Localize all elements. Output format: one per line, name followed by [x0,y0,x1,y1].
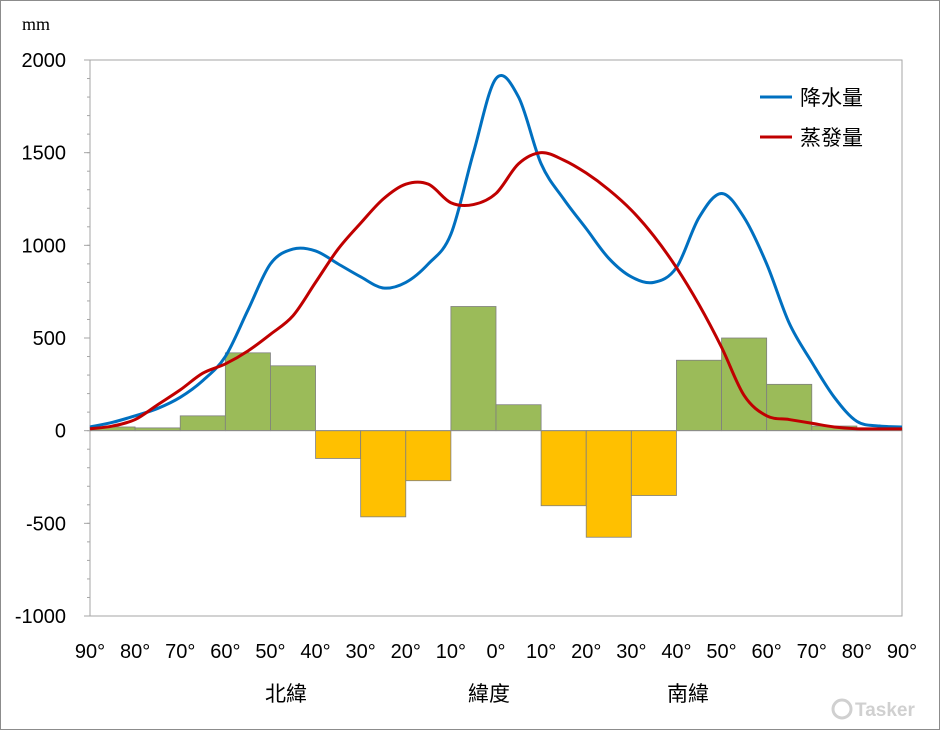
x-tick-label: 40° [661,641,691,663]
x-tick-label: 20° [391,641,421,663]
x-tick-label: 70° [797,641,827,663]
bar-n5 [450,306,497,432]
x-tick-label: 60° [752,641,782,663]
y-tick-label: 0 [55,421,66,443]
watermark-logo-icon [831,698,853,720]
x-tick-label: 10° [526,641,556,663]
y-tick-label: 2000 [22,50,67,72]
x-tick-label: 60° [210,641,240,663]
y-tick-label: -1000 [15,606,66,628]
bar-s55 [721,337,768,432]
x-axis-ticks: 90° 80° 70° 60° 50° 40° 30° 20° 10° 0° 10° 20° 30° 40… [75,641,917,663]
x-tick-label: 30° [346,641,376,663]
watermark-text: Tasker [855,700,915,721]
x-tick-label: 80° [120,641,150,663]
bar-s5 [495,404,542,432]
x-tick-label: 30° [616,641,646,663]
bar-s65 [766,383,813,432]
x-tick-label: 90° [75,641,105,663]
y-tick-label: -500 [26,513,66,535]
bar-n25 [360,430,407,518]
bar-n45 [270,365,316,432]
y-axis-ticks: 2000 1500 1000 500 0 -500 -1000 [15,50,90,628]
series-lines [89,74,903,431]
x-tick-label: 90° [887,641,917,663]
unit-label: mm [22,14,50,34]
series-line-precipitation [89,74,903,429]
watermark: Tasker [831,698,915,721]
bar-n55 [224,352,271,432]
y-tick-label: 1500 [22,143,67,165]
bar-n35 [315,430,362,459]
bar-s45 [676,359,722,432]
x-tick-label: 20° [571,641,601,663]
legend-label-precipitation: 降水量 [800,86,863,110]
y-tick-label: 500 [33,328,66,350]
bar-s35 [630,430,677,496]
y-tick-label: 1000 [22,235,67,257]
legend: 降水量 蒸發量 [760,86,863,150]
bar-n65 [179,415,226,432]
x-tick-label: 50° [706,641,736,663]
bar-n15 [405,430,452,482]
hemisphere-label-south: 南緯 [667,682,709,706]
bar-s15 [540,430,587,507]
x-tick-label: 0° [486,641,505,663]
bar-s25 [585,430,632,538]
hemisphere-label-equator: 緯度 [468,682,510,706]
x-tick-label: 80° [842,641,872,663]
series-line-evaporation [89,151,902,431]
legend-label-evaporation: 蒸發量 [800,126,863,150]
difference-bars [89,306,903,538]
x-tick-label: 10° [436,641,466,663]
x-tick-label: 40° [300,641,330,663]
x-tick-label: 70° [165,641,195,663]
hemisphere-label-north: 北緯 [265,682,307,706]
x-tick-label: 50° [255,641,285,663]
